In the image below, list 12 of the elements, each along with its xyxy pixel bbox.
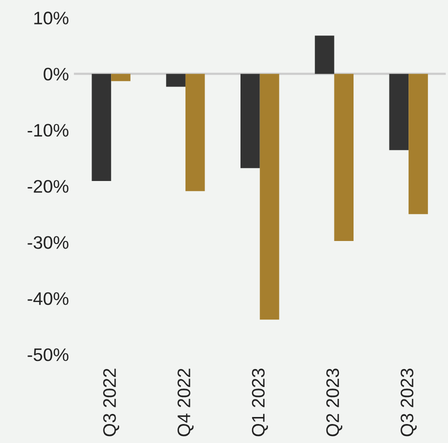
x-tick-label: Q1 2023 <box>252 368 268 436</box>
y-tick-label: 10% <box>34 12 68 24</box>
y-tick-label: -50% <box>28 348 68 362</box>
y-tick-label: -30% <box>28 236 68 249</box>
x-tick-label: Q3 2022 <box>103 368 120 436</box>
y-tick-label: -10% <box>28 124 68 137</box>
x-tick-label: Q4 2022 <box>178 368 194 436</box>
y-tick-label: -20% <box>28 180 68 193</box>
y-tick-label: 0% <box>44 68 68 81</box>
x-tick-label: Q2 2023 <box>326 368 342 436</box>
x-tick-label: Q3 2023 <box>400 368 417 436</box>
y-tick-label: -40% <box>28 292 68 306</box>
